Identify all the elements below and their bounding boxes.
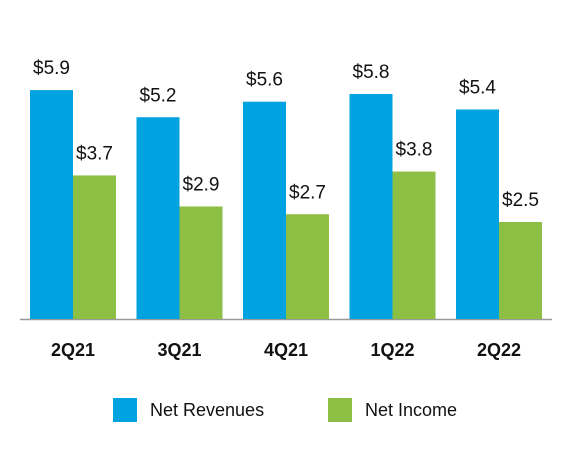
data-label: $5.2 — [140, 85, 177, 106]
legend-label: Net Income — [365, 400, 457, 420]
data-label: $5.9 — [33, 58, 70, 79]
bar — [349, 93, 393, 320]
data-label: $5.8 — [353, 62, 390, 83]
legend-label: Net Revenues — [150, 400, 264, 420]
data-label: $2.7 — [289, 182, 326, 203]
bar — [286, 214, 329, 319]
legend-swatch — [328, 398, 352, 422]
x-tick-label: 3Q21 — [157, 340, 201, 360]
bar — [73, 175, 116, 319]
data-label: $5.4 — [459, 77, 496, 98]
bar — [179, 206, 223, 319]
x-tick-label: 2Q22 — [477, 340, 521, 360]
x-tick-label: 2Q21 — [51, 340, 95, 360]
legend-swatch — [113, 398, 137, 422]
data-label: $2.9 — [183, 174, 220, 195]
bar — [392, 171, 436, 319]
data-label: $2.5 — [502, 190, 539, 211]
data-label: $3.8 — [396, 140, 433, 161]
data-label: $3.7 — [76, 143, 113, 164]
data-label: $5.6 — [246, 70, 283, 91]
x-tick-label: 1Q22 — [370, 340, 414, 360]
bar — [30, 90, 73, 319]
x-tick-label: 4Q21 — [264, 340, 308, 360]
bar — [136, 117, 180, 320]
bar — [243, 101, 286, 319]
bar — [456, 109, 499, 319]
bar — [499, 222, 542, 319]
